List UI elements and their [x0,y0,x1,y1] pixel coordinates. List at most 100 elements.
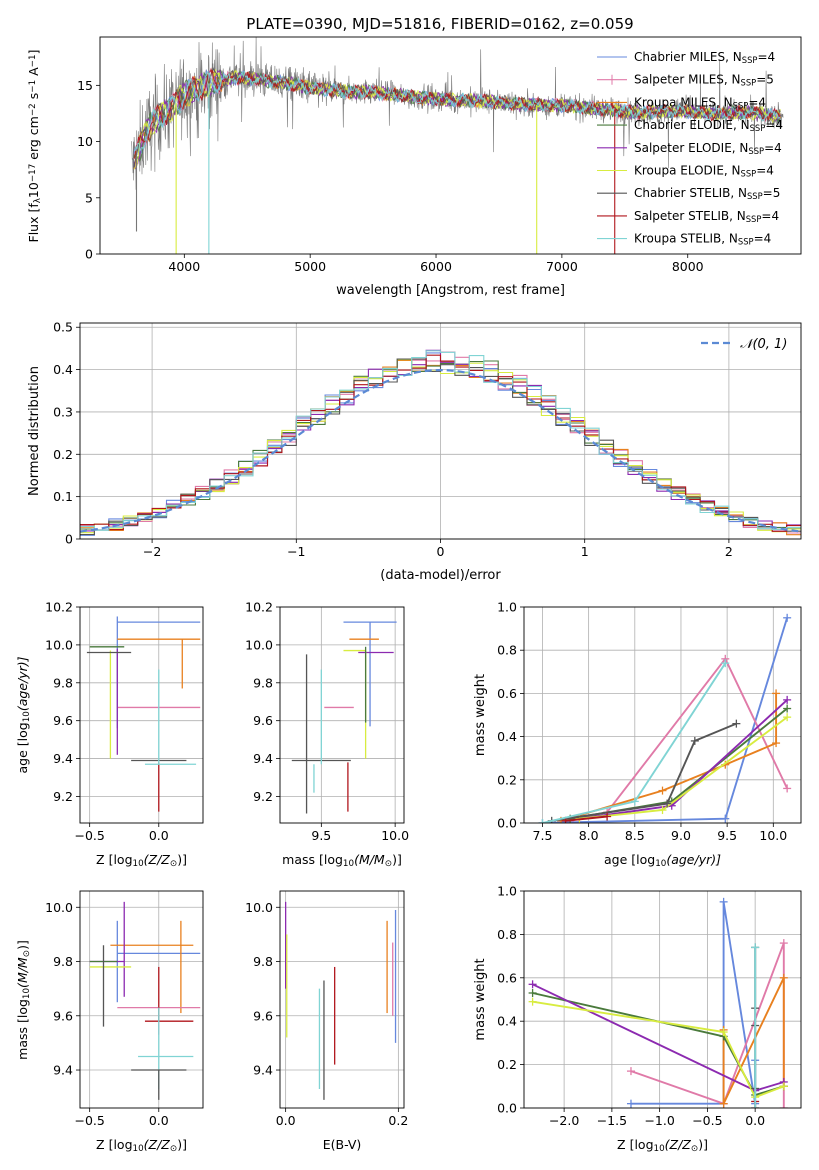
y-tick-label: 9.4 [53,751,73,766]
y-tick-label: 9.4 [253,1063,273,1078]
x-tick-label: 1 [581,544,589,559]
x-tick-label: 0.0 [745,1113,765,1128]
y-axis-label: mass weight [473,674,488,756]
legend-label: Chabrier MILES, NSSP=4 [634,50,775,65]
y-tick-label: 0.1 [53,489,73,504]
x-tick-label: 7000 [546,259,578,274]
x-tick-label: 0.2 [388,1113,408,1128]
massweight-vs-age-plot [538,613,792,823]
y-tick-label: 1.0 [497,884,517,899]
x-tick-label: 8.5 [625,828,645,843]
y-tick-label: 1.0 [497,600,517,615]
y-tick-label: 10.0 [45,900,73,915]
y-tick-label: 0.4 [497,1014,517,1029]
y-tick-label: 9.8 [253,954,273,969]
y-axis-label: mass [log10(M/M⊙)] [15,940,32,1060]
x-tick-label: 0.0 [276,1113,296,1128]
y-tick-label: 9.6 [253,713,273,728]
y-tick-label: 10.2 [45,600,73,615]
x-axis-label: Z [log10(Z/Z⊙)] [617,1137,708,1154]
x-tick-label: −0.5 [692,1113,722,1128]
y-axis-label: mass weight [473,958,488,1040]
series-line [631,901,757,1105]
x-tick-label: 2 [725,544,733,559]
y-tick-label: 9.8 [53,954,73,969]
y-tick-label: 0.4 [497,729,517,744]
x-tick-label: −1.5 [597,1113,627,1128]
x-tick-label: −2.0 [549,1113,579,1128]
axes-frame [523,890,802,1109]
x-tick-label: 0.0 [149,828,169,843]
residuals-panel: −2 −1 0 1 2 0 0.1 0.2 0.3 0.4 0.5 (data-model)/erro… [27,320,802,583]
y-tick-label: 0.3 [53,404,73,419]
mass-vs-ebv-panel: 0.0 0.2 9.4 9.6 9.8 10.0 E(B-V) [245,890,408,1152]
spectrum-panel: 4000 5000 6000 7000 8000 0 5 10 15 wavelength [An… [26,36,802,298]
massweight-vs-Z-plot [528,897,788,1108]
legend-label: Kroupa ELODIE, NSSP=4 [634,164,774,179]
axes-frame [79,890,204,1109]
model-spectrum [133,69,781,170]
y-tick-label: 0.8 [497,927,517,942]
x-tick-label: −2 [143,544,161,559]
y-tick-label: 10.0 [245,637,273,652]
age-vs-Z-panel: −0.5 0.0 9.2 9.4 9.6 9.8 10.0 10.2 Z [log10(Z/Z⊙… [15,600,204,869]
legend-label: Chabrier STELIB, NSSP=5 [634,186,780,201]
y-tick-label: 0.0 [497,1101,517,1116]
legend-label: Salpeter ELODIE, NSSP=4 [634,141,782,156]
axes-frame [523,606,802,824]
y-tick-label: 0.4 [53,362,73,377]
y-axis-label: age [log10(age/yr)] [15,656,32,773]
y-tick-label: 0.6 [497,686,517,701]
x-tick-label: 8.0 [579,828,599,843]
y-tick-label: 0.5 [53,320,73,335]
age-vs-mass-panel: 9.5 10.0 9.2 9.4 9.6 9.8 10.0 10.2 mass [log10(M… [245,600,409,870]
y-tick-label: 10.0 [45,637,73,652]
x-tick-label: 6000 [420,259,452,274]
series-line [722,977,785,1105]
y-tick-label: 9.4 [253,751,273,766]
x-tick-label: 9.5 [717,828,737,843]
massweight-vs-Z-panel: −2.0 −1.5 −1.0 −0.5 0.0 0.0 0.2 0.4 0.6 0.8 1.0 Z [… [473,884,802,1154]
y-tick-label: 9.2 [53,789,73,804]
massweight-vs-age-panel: 7.5 8.0 8.5 9.0 9.5 10.0 0.0 0.2 0.4 0.6 0.8 1.0 age… [473,600,802,869]
axes-frame [79,322,802,540]
y-tick-label: 9.8 [53,675,73,690]
y-tick-label: 5 [85,190,93,205]
x-axis-label: E(B-V) [323,1137,362,1152]
x-axis-label: Z [log10(Z/Z⊙)] [96,852,187,869]
axes-frame [279,890,405,1109]
x-tick-label: 7.5 [533,828,553,843]
x-tick-label: −0.5 [74,1113,104,1128]
y-tick-label: 10.0 [245,900,273,915]
x-axis-label: wavelength [Angstrom, rest frame] [336,283,565,298]
series-line [532,1000,785,1099]
residuals-plot [80,349,801,536]
axes-frame [79,606,204,824]
legend-label: Kroupa MILES, NSSP=4 [634,95,766,110]
x-tick-label: 0 [437,544,445,559]
residual-histogram [80,354,801,532]
x-tick-label: 10.0 [381,828,409,843]
x-tick-label: 10.0 [759,828,787,843]
y-tick-label: 9.6 [53,1008,73,1023]
y-tick-label: 0.8 [497,643,517,658]
x-axis-label: age [log10(age/yr)] [604,852,721,869]
x-axis-label: (data-model)/error [380,568,501,583]
y-axis-label: Flux [fλ10−17 erg cm−2 s−1 A−1] [26,50,43,243]
x-tick-label: 0.0 [149,1113,169,1128]
axes-frame [99,36,802,255]
axes-frame [279,606,405,824]
x-tick-label: −0.5 [74,828,104,843]
y-tick-label: 9.6 [253,1008,273,1023]
legend-label: Salpeter STELIB, NSSP=4 [634,209,779,224]
mass-vs-Z-plot [89,901,201,1100]
x-tick-label: 9.0 [671,828,691,843]
y-tick-label: 9.6 [53,713,73,728]
legend-label: Salpeter MILES, NSSP=5 [634,73,774,88]
series-line [532,983,785,1092]
mass-vs-ebv-plot [284,901,397,1100]
y-tick-label: 15 [77,78,93,93]
y-tick-label: 0.2 [53,447,73,462]
y-tick-label: 9.2 [253,789,273,804]
